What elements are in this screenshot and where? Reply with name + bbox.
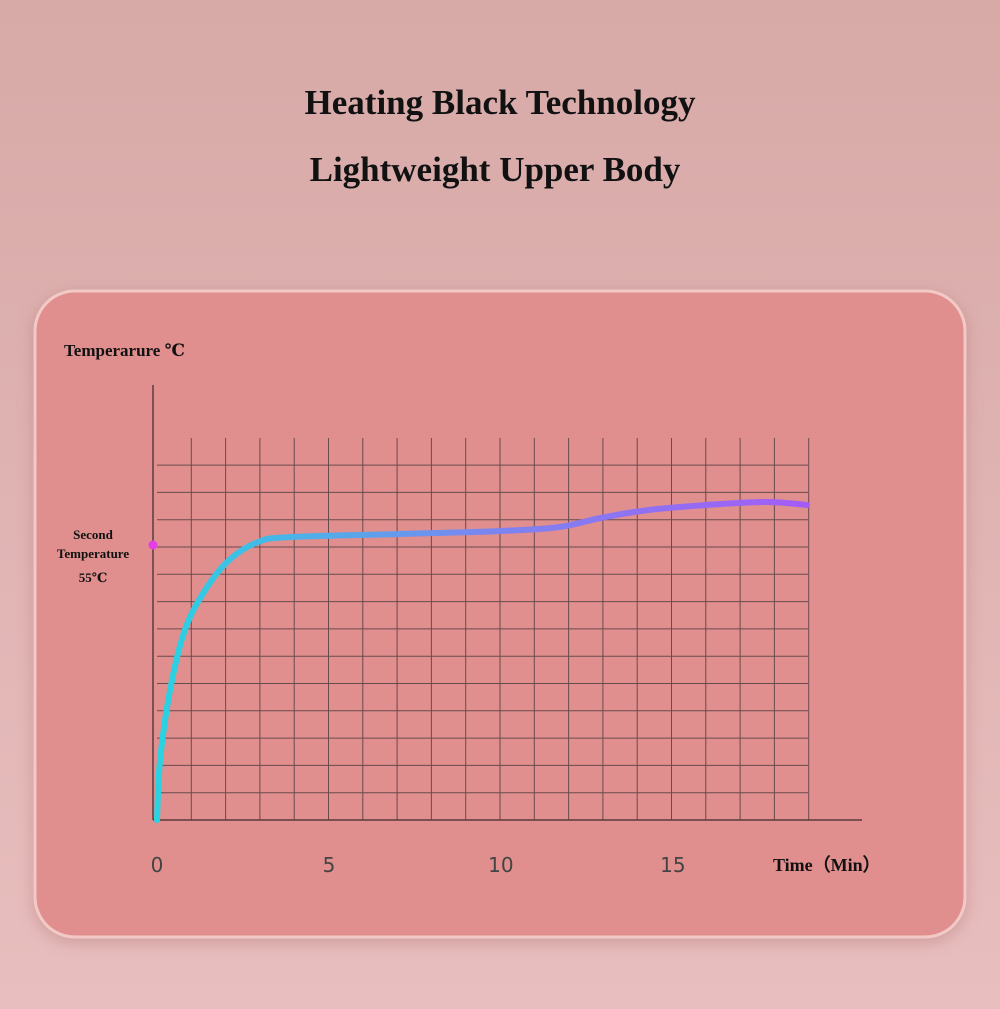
annotation: Second (73, 527, 114, 542)
x-axis-label: Time（Min） (773, 855, 881, 875)
title: Heating Black Technology (305, 83, 696, 122)
temperature-line (154, 498, 810, 823)
y-tick-marker (148, 540, 158, 550)
y-tick-label: 55℃ (79, 570, 108, 585)
y-axis-label: Temperarure ℃ (64, 341, 185, 360)
grid (157, 438, 810, 820)
x-tick-label: 0 (151, 853, 164, 877)
x-tick-label: 15 (660, 853, 685, 877)
x-tick-label: 10 (488, 853, 513, 877)
subtitle: Lightweight Upper Body (310, 150, 681, 189)
plot: 0 5 10 15 55℃ (79, 385, 862, 877)
x-tick-label: 5 (323, 853, 336, 877)
annotation: Temperature (57, 546, 129, 561)
